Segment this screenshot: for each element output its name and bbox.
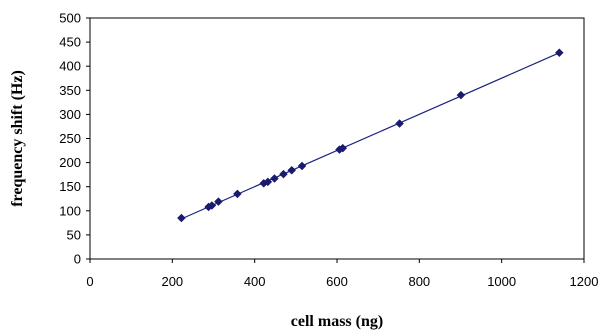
data-point-diamond <box>214 197 223 206</box>
data-point-diamond <box>279 169 288 179</box>
data-point-diamond <box>177 213 186 223</box>
x-tick-label: 0 <box>86 274 93 289</box>
data-point-diamond <box>233 189 242 199</box>
data-point-diamond <box>287 165 297 175</box>
y-tick-label: 100 <box>59 203 81 218</box>
y-tick-label: 400 <box>59 59 81 74</box>
y-axis-ticks: 0 50 100 150 200 250 300 350 400 450 500 <box>59 11 90 267</box>
x-tick-label: 400 <box>244 274 266 289</box>
y-axis-title: frequency shift (Hz) <box>9 70 26 207</box>
x-tick-label: 1200 <box>570 274 599 289</box>
plot-area <box>89 17 585 260</box>
x-axis-title: cell mass (ng) <box>291 313 383 330</box>
y-tick-label: 200 <box>59 155 81 170</box>
data-point-diamond <box>338 143 348 153</box>
data-point-diamond <box>263 177 273 187</box>
x-tick-label: 600 <box>326 274 348 289</box>
data-point-diamond <box>456 90 466 100</box>
data-layer <box>177 48 564 223</box>
data-point-diamond <box>270 174 279 183</box>
x-tick-label: 1000 <box>487 274 516 289</box>
y-tick-label: 300 <box>59 107 81 122</box>
y-tick-label: 0 <box>74 252 81 267</box>
data-point-diamond <box>207 201 217 210</box>
y-tick-label: 50 <box>67 227 81 242</box>
data-point-diamond <box>297 161 307 171</box>
y-tick-label: 350 <box>59 83 81 98</box>
y-tick-label: 250 <box>59 131 81 146</box>
x-tick-label: 200 <box>161 274 183 289</box>
x-axis-ticks: 0 200 400 600 800 1000 1200 <box>86 259 598 289</box>
y-tick-label: 150 <box>59 179 81 194</box>
plot-frame <box>89 17 585 260</box>
data-point-diamond <box>554 48 564 58</box>
trend-line <box>181 52 560 220</box>
y-tick-label: 450 <box>59 35 81 50</box>
y-tick-label: 500 <box>59 11 81 26</box>
x-tick-label: 800 <box>408 274 430 289</box>
data-point-diamond <box>395 119 404 128</box>
